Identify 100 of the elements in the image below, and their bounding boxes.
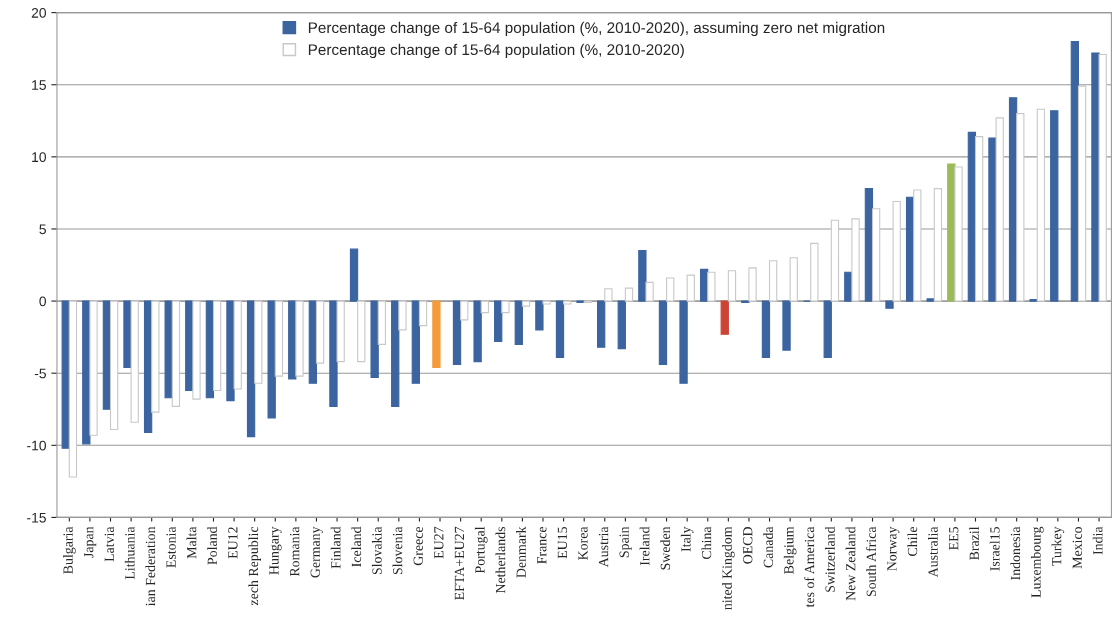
bar [679, 300, 688, 384]
bar [295, 300, 304, 377]
bar [535, 300, 544, 331]
bar [418, 300, 428, 327]
bar [954, 166, 963, 302]
y-tick-label: 15 [32, 80, 46, 90]
bar [494, 300, 503, 343]
bar [542, 300, 551, 305]
x-tick-label: Romania [290, 526, 300, 577]
bar [563, 300, 572, 305]
x-tick-label: Austria [598, 526, 609, 568]
x-tick-label: Estonia [166, 526, 176, 568]
bar [707, 271, 716, 302]
bar [686, 274, 695, 302]
x-tick-label: Poland [207, 526, 217, 565]
bar [727, 270, 737, 302]
bar [617, 300, 626, 350]
bar [411, 300, 420, 384]
bar [761, 300, 771, 358]
x-tick-label: Spain [619, 526, 632, 558]
x-tick-label: Switzerland [825, 526, 835, 592]
bar [974, 136, 984, 302]
x-tick-label: Brazil [969, 526, 979, 560]
x-tick-label: Latvia [104, 526, 114, 562]
bar [501, 300, 510, 314]
x-tick-label: Sweden [660, 526, 671, 570]
bar [624, 287, 634, 302]
bar [357, 300, 366, 363]
bar [370, 300, 379, 379]
x-tick-label: Norway [887, 526, 900, 571]
bar [638, 250, 647, 302]
x-tick-label: Portugal [474, 526, 488, 574]
bar [109, 300, 119, 430]
y-tick-label: 0 [39, 296, 47, 307]
bar [768, 260, 778, 302]
bar [68, 300, 78, 478]
x-tick-label: Greece [413, 526, 423, 566]
x-tick-label: Iceland [351, 526, 362, 567]
x-tick-label: South Africa [866, 526, 876, 597]
bar [452, 300, 462, 366]
bar [851, 218, 860, 302]
legend-label: Percentage change of 15-64 population (%, 2010-2020) [308, 43, 684, 59]
x-tick-label: Italy [680, 526, 694, 552]
x-tick-label: nited Kingdom [722, 526, 735, 610]
x-tick-label: Mexico [1072, 526, 1082, 569]
bar [913, 189, 922, 302]
bar [1050, 110, 1059, 302]
bar [432, 300, 441, 368]
bar [521, 300, 531, 307]
bar [933, 188, 943, 302]
x-tick-label: Belgium [783, 526, 797, 574]
bar [555, 300, 565, 358]
bar [233, 300, 242, 390]
y-tick-label: 5 [39, 224, 46, 235]
x-tick-label: EE5 [949, 526, 959, 550]
bar [748, 267, 757, 302]
bar [212, 300, 222, 392]
x-tick-label: Denmark [516, 526, 526, 578]
bar [645, 281, 654, 302]
bar [1036, 108, 1046, 302]
bar [274, 300, 284, 377]
bar [61, 300, 70, 449]
bar [473, 300, 482, 363]
bar [171, 300, 181, 407]
bar [782, 300, 791, 351]
bar [329, 300, 338, 407]
bar [604, 288, 613, 302]
bar [830, 219, 840, 302]
bar [885, 300, 894, 309]
x-tick-label: Korea [578, 526, 588, 560]
x-tick-label: zech Republic [248, 526, 261, 606]
bar [267, 300, 276, 419]
x-tick-label: India [1092, 526, 1103, 555]
x-tick-label: EU27 [434, 526, 444, 559]
y-tick-label: -10 [27, 440, 47, 451]
y-tick-label: -5 [34, 368, 46, 379]
x-tick-label: Lithuania [124, 526, 135, 580]
x-tick-label: France [537, 526, 547, 564]
bar [871, 208, 881, 302]
x-tick-label: Bulgaria [63, 526, 76, 574]
bar [514, 300, 523, 345]
x-tick-label: EU15 [557, 526, 568, 559]
x-tick-label: Canada [763, 526, 774, 568]
bar [597, 300, 606, 348]
bar [720, 300, 729, 335]
x-tick-label: EU12 [228, 527, 238, 559]
bar [480, 300, 489, 314]
x-tick-label: China [701, 526, 712, 560]
x-tick-label: Germany [310, 526, 323, 578]
bar [89, 300, 98, 436]
bar [315, 300, 325, 364]
bar [810, 242, 819, 302]
bar [658, 300, 668, 366]
bar [1077, 85, 1087, 302]
bar [892, 201, 901, 302]
bar [398, 300, 407, 331]
x-tick-label: Ireland [639, 526, 650, 566]
y-tick-label: 20 [31, 7, 47, 18]
x-tick-label: EFTA+EU27 [454, 526, 465, 600]
bar [1016, 113, 1025, 302]
